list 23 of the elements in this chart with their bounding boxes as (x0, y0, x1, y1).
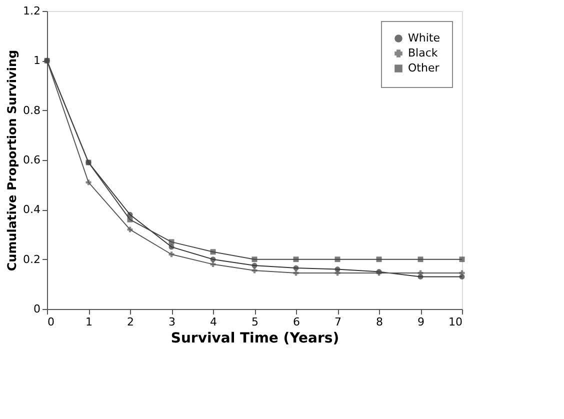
y-tick-label: 0.8 (23, 104, 40, 117)
x-tick-label: 10 (448, 316, 462, 328)
x-tick-label: 3 (168, 316, 176, 328)
x-axis-title: Survival Time (Years) (170, 330, 340, 346)
x-tick-label: 7 (334, 316, 342, 328)
y-tick-label: 1 (34, 54, 40, 68)
legend-label: Other (408, 62, 440, 74)
x-tick-label: 9 (418, 316, 424, 328)
y-axis-title: Cumulative Proportion Surviving (5, 50, 20, 272)
x-tick-label: 0 (48, 316, 54, 328)
y-tick-label: 0.2 (23, 252, 40, 266)
legend-label: Black (408, 46, 438, 60)
y-tick-label: 0.4 (23, 203, 40, 216)
x-tick-label: 4 (210, 316, 217, 328)
legend-label: White (408, 32, 440, 44)
x-tick-label: 8 (376, 316, 383, 328)
y-tick-label: 0.6 (23, 154, 40, 166)
x-tick-label: 6 (293, 316, 300, 328)
x-tick-label: 1 (86, 316, 92, 328)
y-tick-label: 1.2 (23, 4, 40, 18)
y-tick-label: 0 (34, 302, 40, 316)
x-tick-label: 5 (252, 316, 258, 328)
x-tick-label: 2 (127, 316, 134, 328)
